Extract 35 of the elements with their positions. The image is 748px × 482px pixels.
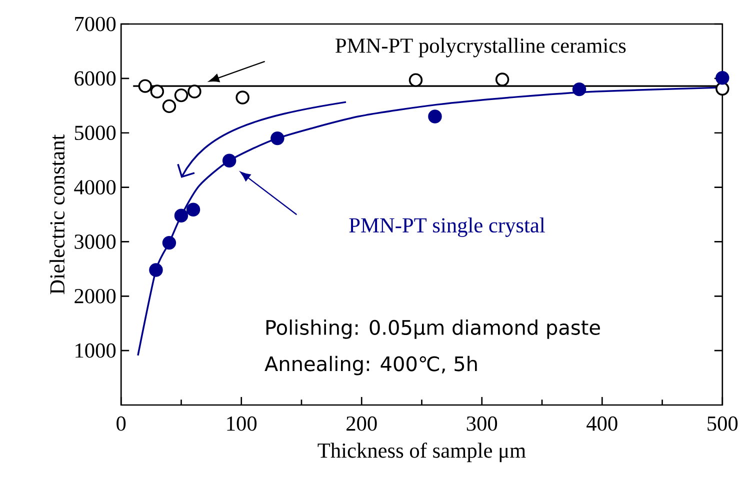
point — [138, 79, 152, 93]
text: PMN-PT single crystal — [349, 218, 545, 237]
point — [188, 84, 202, 98]
x-tick-label: 300 — [466, 416, 498, 431]
point — [572, 82, 586, 96]
x-tick-label: 100 — [227, 416, 257, 431]
point — [174, 88, 188, 102]
annotation: Polishing: 0.05μm diamond paste — [266, 320, 600, 339]
point — [174, 208, 188, 222]
point — [428, 110, 442, 124]
y-tick-label: 3000 — [74, 234, 116, 249]
point — [162, 236, 176, 250]
annotation: Annealing: 400℃, 5h — [264, 356, 477, 376]
point — [236, 90, 250, 104]
point — [408, 73, 423, 87]
y-tick-label: 7000 — [75, 16, 116, 32]
y-tick-label: 5000 — [74, 126, 116, 140]
y-tick-label: 6000 — [74, 71, 116, 86]
point — [186, 202, 200, 216]
point — [495, 72, 510, 86]
point — [222, 154, 236, 168]
y-axis-title: Dielectric constant — [50, 134, 65, 294]
series-label: PMN-PT polycrystalline ceramics — [336, 38, 626, 58]
point — [270, 131, 284, 146]
x-tick-label: 500 — [708, 416, 738, 431]
x-tick-label: 200 — [346, 416, 377, 431]
x-tick-label: 0 — [116, 416, 126, 431]
y-tick-label: 4000 — [74, 180, 116, 194]
y-tick-label: 1000 — [76, 343, 116, 358]
x-axis-title: Thickness of sample μm — [318, 442, 526, 462]
x-tick-label: 400 — [586, 416, 618, 431]
y-tick-label: 2000 — [74, 288, 116, 304]
point — [150, 84, 164, 98]
point — [149, 263, 163, 277]
point — [162, 99, 176, 114]
